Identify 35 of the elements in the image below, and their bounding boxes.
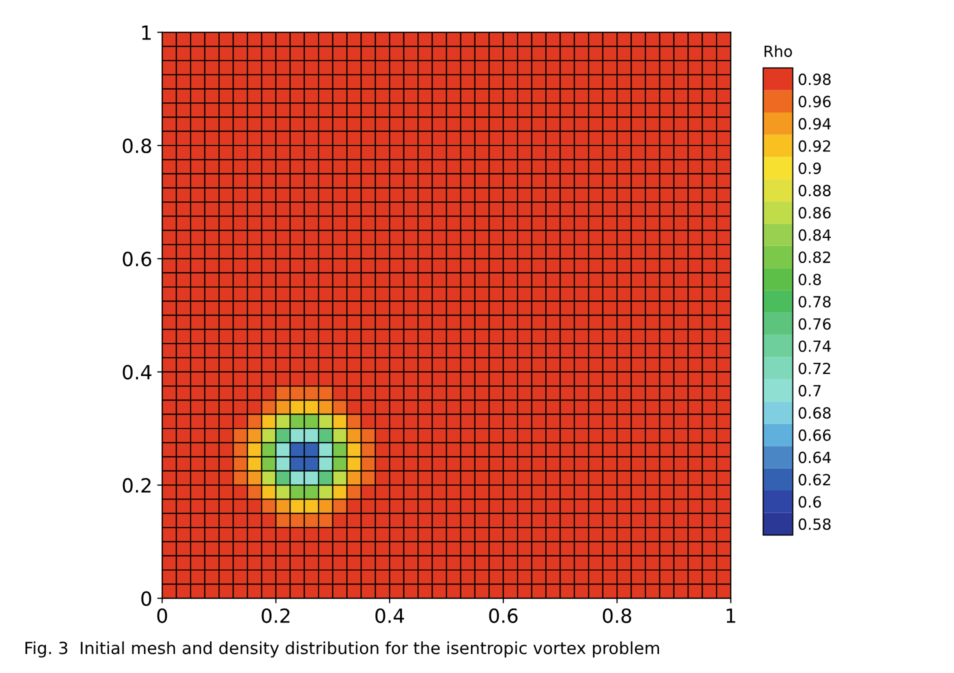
x-tick-label: 0 (157, 608, 168, 624)
color-bar-label: 0.94 (798, 118, 831, 130)
color-bar-title: Rho (764, 45, 792, 58)
color-bar-label: 0.84 (798, 229, 831, 241)
color-bar-label: 0.88 (798, 184, 831, 196)
x-tick-label: 0.4 (375, 608, 404, 624)
color-bar-label: 0.92 (798, 140, 830, 152)
color-bar-label: 0.9 (798, 162, 821, 174)
x-tick-label: 1 (726, 608, 736, 623)
y-tick-label: 1 (142, 26, 151, 40)
color-bar-label: 0.7 (798, 384, 821, 396)
color-bar-label: 0.82 (798, 251, 830, 264)
color-bar-label: 0.62 (798, 474, 830, 486)
color-bar-label: 0.74 (798, 340, 831, 352)
color-bar-label: 0.96 (798, 96, 831, 108)
color-bar-label: 0.72 (798, 362, 830, 374)
color-bar-label: 0.68 (798, 407, 831, 419)
color-bar-label: 0.66 (798, 429, 831, 441)
x-tick-label: 0.6 (489, 608, 518, 624)
color-bar-label: 0.86 (798, 207, 831, 219)
caption: Fig. 3 Initial mesh and density distribution for the isentropic vortex problem (25, 641, 660, 658)
color-bar-label: 0.6 (798, 496, 821, 508)
y-tick-label: 0.8 (122, 138, 152, 154)
color-bar-label: 0.76 (798, 318, 831, 330)
color-bar-label: 0.8 (798, 274, 821, 286)
y-tick-label: 0 (141, 591, 152, 606)
color-bar-label: 0.64 (798, 452, 831, 464)
y-tick-label: 0.2 (122, 478, 151, 493)
color-bar-label: 0.98 (798, 74, 831, 86)
color-bar-label: 0.58 (798, 518, 831, 530)
y-tick-label: 0.4 (122, 364, 152, 380)
color-bar-label: 0.78 (798, 296, 831, 308)
y-tick-label: 0.6 (122, 252, 152, 266)
x-tick-label: 0.2 (262, 608, 290, 624)
x-tick-label: 0.8 (602, 608, 632, 624)
